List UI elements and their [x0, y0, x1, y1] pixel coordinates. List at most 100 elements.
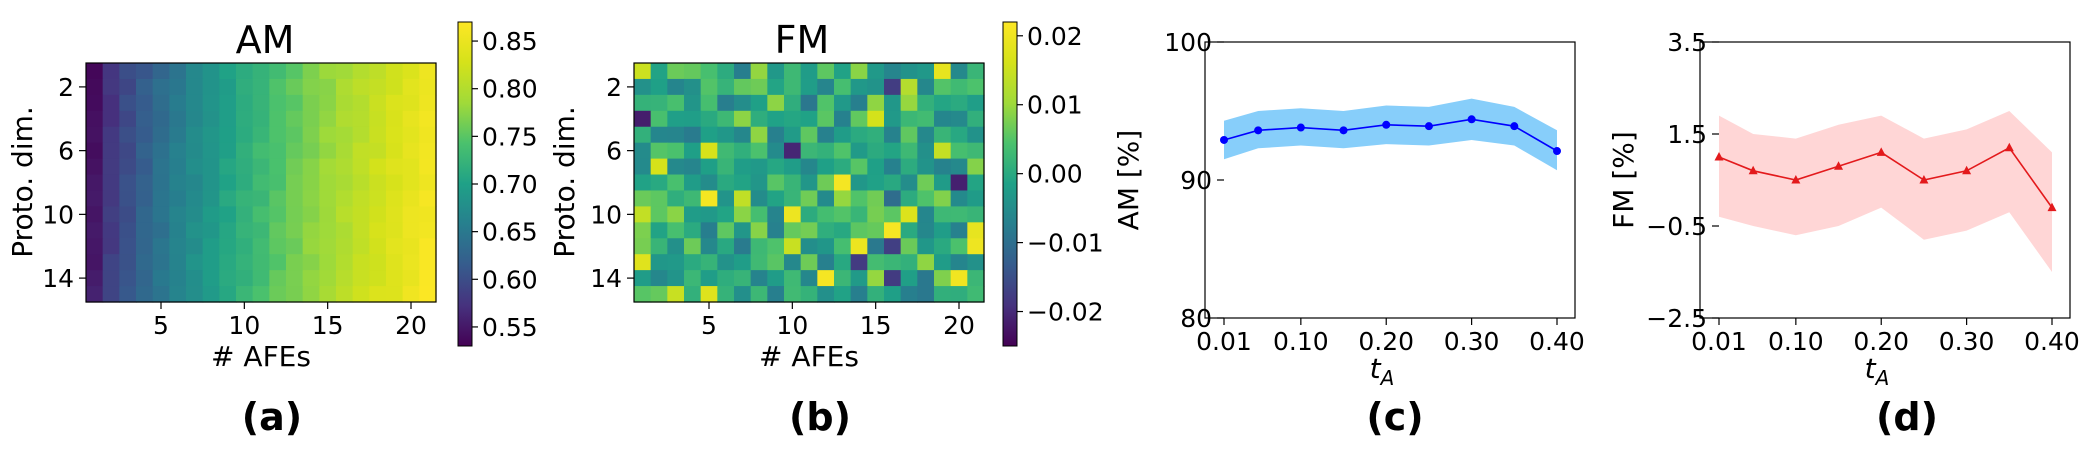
heatmap-cell: [202, 206, 220, 223]
heatmap-cell: [286, 78, 304, 96]
heatmap-cell: [884, 158, 902, 176]
heatmap-cell: [867, 110, 885, 128]
heatmap-cell: [102, 222, 120, 239]
heatmap-cell: [369, 270, 387, 287]
heatmap-cell: [219, 63, 237, 80]
heatmap-cell: [950, 110, 968, 128]
heatmap-cell: [717, 126, 735, 144]
heatmap-cell: [900, 78, 918, 96]
heatmap-cell: [102, 94, 120, 112]
heatmap-cell: [867, 206, 885, 223]
heatmap-cell: [684, 78, 702, 96]
heatmap-cell: [717, 270, 735, 287]
heatmap-cell: [784, 94, 802, 112]
heatmap-cell: [934, 286, 952, 303]
heatmap-cell: [386, 126, 404, 144]
heatmap-cell: [86, 254, 104, 271]
heatmap-cell: [634, 190, 652, 207]
heatmap-cell: [817, 190, 835, 207]
y-tick-label: 2: [58, 73, 74, 102]
heatmap-cell: [884, 63, 902, 80]
heatmap-cell: [950, 270, 968, 287]
heatmap-cell: [700, 286, 718, 303]
heatmap-cell: [286, 142, 304, 160]
heatmap-cell: [302, 238, 320, 255]
heatmap-cell: [102, 238, 120, 255]
heatmap-cell: [119, 94, 137, 112]
heatmap-cell: [650, 63, 668, 80]
heatmap-cell: [867, 94, 885, 112]
heatmap-cell: [169, 158, 187, 176]
heatmap-cell: [934, 206, 952, 223]
heatmap-cell: [817, 126, 835, 144]
heatmap-cell: [684, 142, 702, 160]
heatmap-cell: [352, 158, 370, 176]
heatmap-cell: [369, 254, 387, 271]
x-tick-label: 0.30: [1444, 327, 1500, 356]
heatmap-cell: [202, 110, 220, 128]
heatmap-cell: [684, 158, 702, 176]
heatmap-cell: [684, 110, 702, 128]
heatmap-cell: [834, 142, 852, 160]
heatmap-cell: [152, 190, 170, 207]
heatmap-cell: [700, 78, 718, 96]
heatmap-cell: [352, 63, 370, 80]
heatmap-cell: [86, 63, 104, 80]
data-point: [1382, 120, 1391, 129]
heatmap-cell: [386, 63, 404, 80]
heatmap-cell: [369, 63, 387, 80]
panel-c-ylabel: AM [%]: [1112, 130, 1145, 231]
heatmap-cell: [667, 158, 685, 176]
colorbar-tick-label: −0.01: [1027, 229, 1104, 258]
heatmap-cell: [152, 174, 170, 192]
heatmap-cell: [900, 94, 918, 112]
heatmap-cell: [402, 286, 420, 303]
heatmap-cell: [817, 174, 835, 192]
x-tick-label: 0.20: [1853, 327, 1909, 356]
heatmap-cell: [286, 158, 304, 176]
heatmap-cell: [667, 174, 685, 192]
heatmap-cell: [867, 174, 885, 192]
heatmap-cell: [152, 254, 170, 271]
heatmap-cell: [219, 158, 237, 176]
heatmap-cell: [369, 190, 387, 207]
heatmap-cell: [419, 206, 437, 223]
y-tick-label: 14: [590, 264, 622, 293]
panel-d-xlabel-sub: A: [1874, 366, 1890, 390]
heatmap-cell: [286, 206, 304, 223]
heatmap-cell: [236, 270, 254, 287]
heatmap-cell: [717, 94, 735, 112]
heatmap-cell: [884, 222, 902, 239]
data-point: [1467, 115, 1476, 124]
heatmap-cell: [352, 142, 370, 160]
heatmap-cell: [386, 142, 404, 160]
heatmap-cell: [717, 286, 735, 303]
heatmap-cell: [800, 238, 818, 255]
heatmap-cell: [967, 254, 985, 271]
heatmap-cell: [269, 158, 287, 176]
heatmap-cell: [186, 63, 204, 80]
heatmap-cell: [834, 94, 852, 112]
heatmap-cell: [386, 190, 404, 207]
heatmap-cell: [269, 222, 287, 239]
heatmap-cell: [386, 206, 404, 223]
heatmap-cell: [386, 222, 404, 239]
heatmap-cell: [352, 222, 370, 239]
heatmap-cell: [152, 286, 170, 303]
panel-b-x-ticks: 5 10 15 20: [701, 302, 975, 340]
heatmap-cell: [917, 206, 935, 223]
heatmap-cell: [169, 110, 187, 128]
heatmap-cell: [169, 174, 187, 192]
heatmap-cell: [186, 206, 204, 223]
heatmap-cell: [750, 254, 768, 271]
heatmap-cell: [917, 142, 935, 160]
panel-d-xlabel: tA: [1865, 352, 1890, 390]
heatmap-cell: [402, 206, 420, 223]
heatmap-cell: [950, 78, 968, 96]
heatmap-cell: [202, 126, 220, 144]
heatmap-cell: [734, 158, 752, 176]
heatmap-cell: [900, 158, 918, 176]
heatmap-cell: [867, 222, 885, 239]
heatmap-cell: [750, 110, 768, 128]
panel-b-title: FM: [775, 18, 830, 62]
